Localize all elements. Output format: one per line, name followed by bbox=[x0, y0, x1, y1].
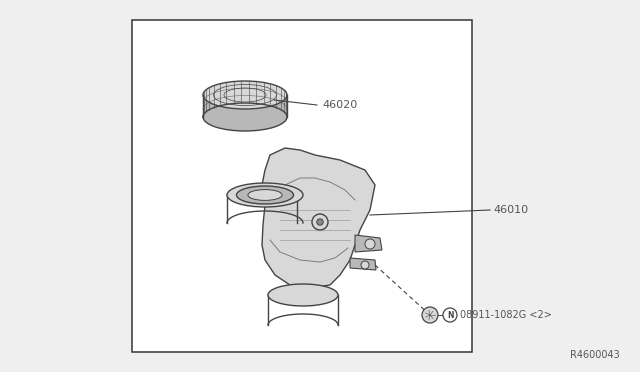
Polygon shape bbox=[355, 235, 382, 252]
Ellipse shape bbox=[237, 186, 294, 204]
Bar bbox=[132, 20, 472, 352]
Circle shape bbox=[365, 239, 375, 249]
Circle shape bbox=[317, 219, 323, 225]
Text: 46020: 46020 bbox=[322, 100, 357, 110]
Ellipse shape bbox=[227, 183, 303, 207]
Polygon shape bbox=[203, 95, 287, 117]
Ellipse shape bbox=[203, 81, 287, 109]
Text: 08911-1082G <2>: 08911-1082G <2> bbox=[460, 310, 552, 320]
Ellipse shape bbox=[203, 103, 287, 131]
Text: 46010: 46010 bbox=[493, 205, 528, 215]
Polygon shape bbox=[350, 258, 376, 270]
Ellipse shape bbox=[268, 284, 338, 306]
Ellipse shape bbox=[248, 190, 282, 201]
Circle shape bbox=[361, 261, 369, 269]
Circle shape bbox=[443, 308, 457, 322]
Text: N: N bbox=[447, 311, 453, 320]
Polygon shape bbox=[262, 148, 375, 288]
Circle shape bbox=[312, 214, 328, 230]
Circle shape bbox=[422, 307, 438, 323]
Text: R4600043: R4600043 bbox=[570, 350, 620, 360]
